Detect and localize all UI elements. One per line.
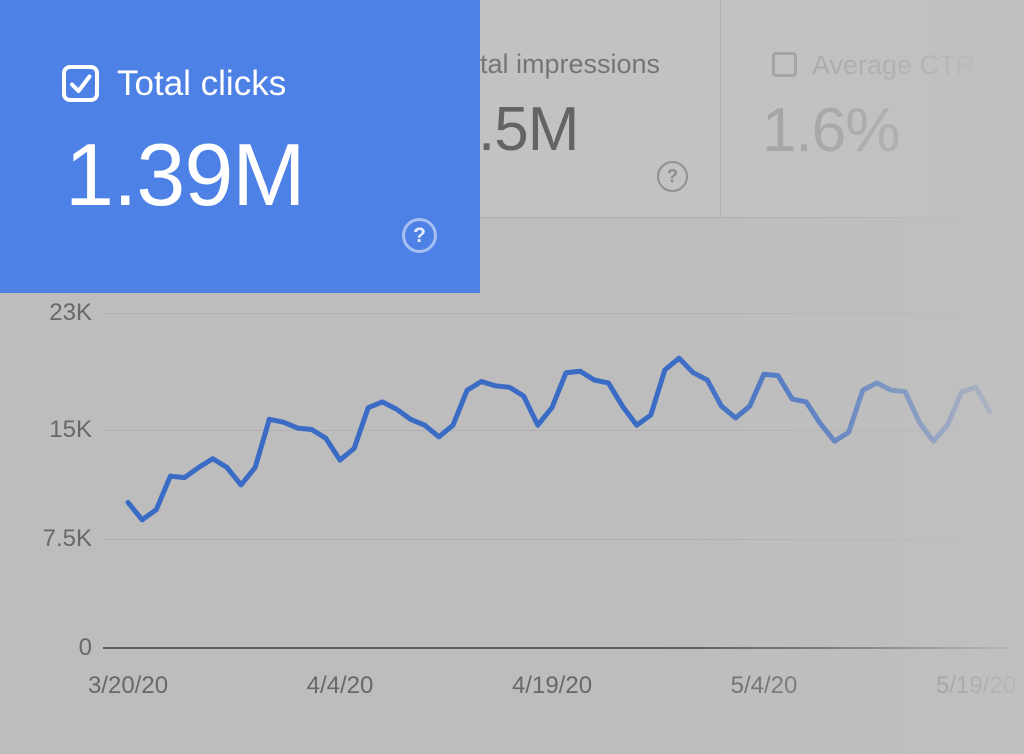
total-clicks-checkbox[interactable] (62, 65, 99, 102)
clicks-line (125, 355, 993, 523)
question-mark-glyph: ? (413, 223, 426, 247)
total-clicks-label: Total clicks (117, 64, 287, 103)
help-icon[interactable]: ? (402, 218, 437, 253)
check-icon (70, 74, 92, 93)
total-clicks-card[interactable]: Total clicks 1.39M ? (0, 0, 480, 293)
total-clicks-value: 1.39M (65, 125, 306, 224)
